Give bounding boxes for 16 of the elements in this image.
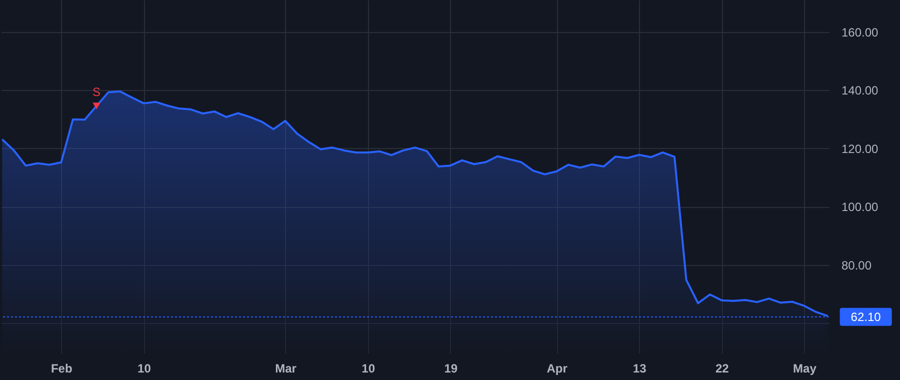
y-tick-label: 100.00 <box>842 200 879 214</box>
y-tick-label: 120.00 <box>842 142 879 156</box>
y-tick-label: 160.00 <box>842 26 879 40</box>
x-tick-label: May <box>793 362 817 376</box>
annotation: S <box>92 84 101 99</box>
x-tick-label: 22 <box>715 362 730 376</box>
ref-line-label: 62.10 <box>850 310 882 324</box>
y-tick-label: 80.00 <box>842 258 872 272</box>
y-tick-label: 140.00 <box>842 84 879 98</box>
x-tick-label: Apr <box>546 362 568 376</box>
x-tick-label: 19 <box>444 362 458 376</box>
x-tick-label: 10 <box>138 362 152 376</box>
x-tick-label: Feb <box>50 362 72 376</box>
x-tick-label: Mar <box>275 362 297 376</box>
x-tick-label: 10 <box>362 362 376 376</box>
x-tick-label: 13 <box>632 362 647 376</box>
